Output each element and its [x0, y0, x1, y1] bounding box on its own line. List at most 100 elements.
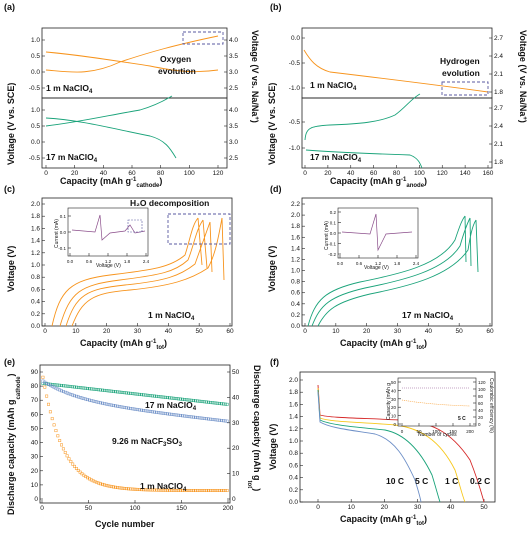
e-s926-point-149 — [179, 414, 183, 417]
e-s926-point-115 — [147, 409, 151, 413]
d-x-label-1: 10 — [332, 328, 340, 335]
f-x-label-0: 0 — [316, 504, 320, 511]
panel-e-series-17m — [41, 381, 229, 406]
e-s1-point-125 — [156, 488, 160, 492]
e-s926-point-119 — [151, 410, 155, 414]
a-x-label-2: 40 — [100, 170, 108, 177]
b-bot-yl-label-0: -0.5 — [289, 119, 301, 126]
e-s926-point-157 — [186, 414, 190, 418]
panel-f-y-ticks: 2.0 1.8 1.6 1.4 1.2 1.0 0.8 0.6 0.4 0.2 0.0 — [289, 377, 303, 506]
e-s926-point-141 — [171, 413, 175, 417]
e-yl-label-1: 80 — [31, 383, 39, 390]
d-y-label-1: 2.0 — [291, 212, 300, 219]
e-s1-point-1 — [41, 375, 45, 379]
e-s1-point-97 — [130, 487, 134, 491]
e-s926-point-111 — [143, 409, 147, 413]
e-s17-point-71 — [106, 389, 110, 393]
e-s1-point-123 — [154, 488, 158, 492]
e-s1-point-73 — [108, 484, 112, 488]
e-yl-label-3: 60 — [31, 411, 39, 418]
c-x-label-6: 60 — [226, 328, 234, 335]
e-yl-label-8: 10 — [31, 482, 39, 489]
e-s926-point-173 — [201, 416, 205, 420]
e-s17-point-63 — [99, 388, 103, 392]
e-s926-point-89 — [123, 406, 127, 409]
e-s1-point-93 — [127, 487, 130, 491]
e-s17-point-11 — [50, 383, 54, 386]
panel-f-series-10C — [317, 391, 422, 503]
e-s17-point-135 — [166, 396, 170, 400]
panel-d-inset-x-ticks: 0.0 0.6 1.2 1.8 2.4 — [337, 255, 420, 266]
e-s1-point-169 — [197, 489, 201, 492]
b-x-label-2: 40 — [347, 170, 355, 177]
e-s1-point-119 — [151, 488, 155, 492]
f-y-label-0: 2.0 — [289, 377, 298, 384]
c-x-label-0: 0 — [43, 328, 47, 335]
b-top-yr-label-0: 2.7 — [494, 35, 503, 42]
e-s1-point-109 — [141, 488, 145, 492]
a-top-yl-label-0: 1.0 — [31, 37, 40, 44]
f-y-label-6: 0.8 — [289, 450, 298, 457]
e-s17-point-161 — [190, 398, 194, 402]
e-yl-label-9: 0 — [34, 496, 38, 503]
e-s926-point-197 — [223, 419, 227, 423]
e-s17-point-59 — [95, 388, 99, 391]
e-s926-point-129 — [160, 411, 164, 415]
e-s17-point-177 — [205, 400, 209, 404]
e-s17-point-125 — [156, 395, 160, 398]
a-x-label-5: 100 — [184, 170, 195, 177]
e-s1-point-199 — [225, 489, 229, 492]
f-in-yr-label-0: 120 — [478, 380, 486, 385]
f-in-yl-label-3: 20 — [391, 405, 397, 410]
panel-a-bottom-text: 17 m NaClO4 — [46, 152, 98, 164]
panel-c-inset-x-ticks: 0.0 0.6 1.2 1.8 2.4 — [67, 253, 150, 264]
e-s1-point-35 — [73, 464, 76, 468]
b-x-label-4: 80 — [393, 170, 401, 177]
d-in-y-label-0: 0.2 — [330, 210, 337, 215]
e-yr-label-4: 10 — [232, 471, 240, 478]
e-s1-point-21 — [60, 443, 63, 447]
a-top-yl-label-2: 0.0 — [31, 69, 40, 76]
a-x-label-0: 0 — [44, 170, 48, 177]
e-yl-label-5: 40 — [31, 440, 39, 447]
e-s926-point-59 — [95, 400, 99, 404]
d-y-label-10: 0.2 — [291, 312, 300, 319]
f-y-label-10: 0.0 — [289, 499, 298, 506]
e-s1-point-63 — [99, 482, 103, 486]
a-x-label-3: 60 — [128, 170, 136, 177]
e-s1-point-59 — [95, 480, 99, 484]
e-s17-point-123 — [154, 394, 158, 398]
panel-a-ylabel-left: Voltage (V vs. SCE) — [6, 83, 16, 165]
d-in-y-label-1: 0.1 — [330, 221, 337, 226]
e-s1-point-195 — [221, 489, 225, 492]
panel-e-label-1m: 1 m NaClO4 — [140, 481, 187, 493]
panel-e-xlabel: Cycle number — [95, 519, 155, 529]
e-s926-point-55 — [91, 399, 95, 403]
e-yr-label-3: 20 — [232, 445, 240, 452]
panel-a-x-ticks: 0 20 40 60 80 100 120 — [44, 165, 224, 177]
c-x-label-4: 40 — [165, 328, 173, 335]
e-s17-point-73 — [108, 389, 112, 393]
a-top-yr-label-0: 4.0 — [229, 37, 238, 44]
e-s926-point-105 — [138, 408, 142, 412]
e-s926-point-179 — [207, 417, 210, 421]
c-x-label-3: 30 — [134, 328, 142, 335]
d-in-x-label-3: 1.8 — [394, 261, 401, 266]
a-bot-yl-label-3: -0.5 — [29, 155, 41, 162]
f-x-label-1: 10 — [348, 504, 356, 511]
e-s926-point-143 — [173, 413, 177, 417]
a-top-yr-label-1: 3.5 — [229, 53, 238, 60]
d-in-x-label-2: 1.2 — [375, 261, 382, 266]
panel-b-series-17m — [304, 93, 423, 169]
f-x-label-3: 30 — [414, 504, 422, 511]
panel-c-inset-xlabel: Voltage (V) — [96, 263, 121, 269]
e-s1-point-189 — [216, 489, 220, 492]
e-s926-point-113 — [145, 409, 149, 413]
f-in-yr-label-5: 20 — [478, 415, 484, 420]
e-s926-point-81 — [115, 404, 119, 408]
e-s17-point-67 — [102, 388, 106, 392]
e-x-label-0: 0 — [40, 505, 44, 512]
e-s1-point-115 — [147, 488, 151, 492]
panel-d-inset: 0.0 0.6 1.2 1.8 2.4 0.2 0.1 0.0 -0.1 -0.2 Voltag… — [324, 207, 420, 271]
